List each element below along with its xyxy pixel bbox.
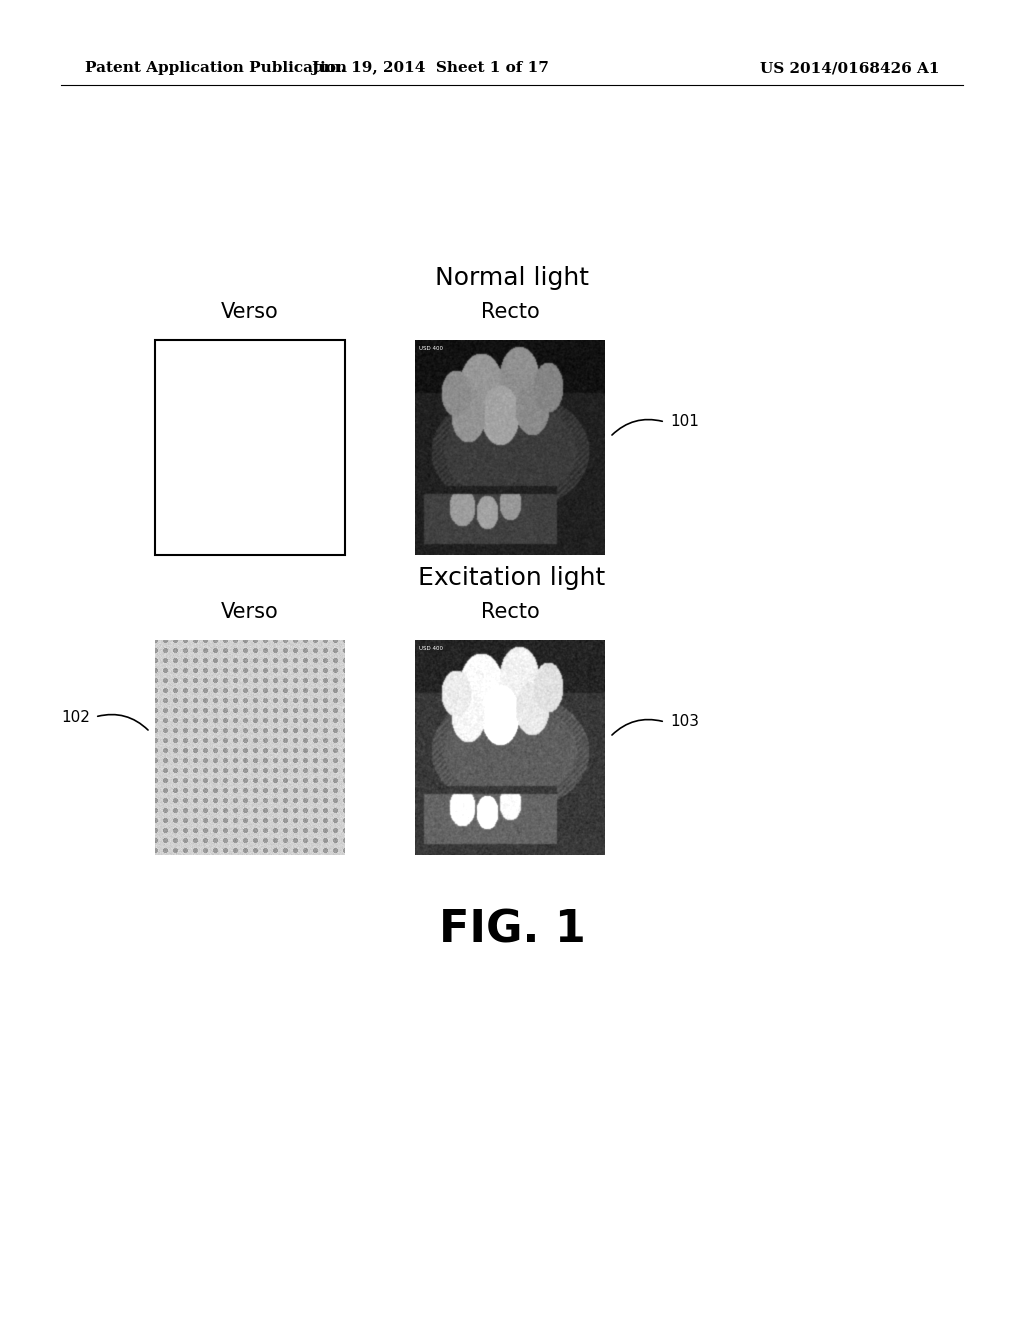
Text: Normal light: Normal light [435, 267, 589, 290]
Text: USD 400: USD 400 [419, 346, 442, 351]
Text: US 2014/0168426 A1: US 2014/0168426 A1 [761, 61, 940, 75]
Text: Recto: Recto [480, 602, 540, 622]
Text: Recto: Recto [480, 302, 540, 322]
Text: Verso: Verso [221, 602, 279, 622]
Text: Patent Application Publication: Patent Application Publication [85, 61, 347, 75]
FancyArrowPatch shape [612, 420, 663, 436]
Text: 102: 102 [61, 710, 90, 725]
Text: Verso: Verso [221, 302, 279, 322]
FancyArrowPatch shape [97, 714, 148, 730]
Text: Jun. 19, 2014  Sheet 1 of 17: Jun. 19, 2014 Sheet 1 of 17 [311, 61, 549, 75]
Text: USD 400: USD 400 [419, 647, 442, 652]
Text: 103: 103 [670, 714, 699, 730]
Bar [155, 341, 345, 554]
Text: Excitation light: Excitation light [419, 566, 605, 590]
Text: 101: 101 [670, 414, 698, 429]
FancyArrowPatch shape [612, 719, 663, 735]
Text: FIG. 1: FIG. 1 [438, 908, 586, 952]
